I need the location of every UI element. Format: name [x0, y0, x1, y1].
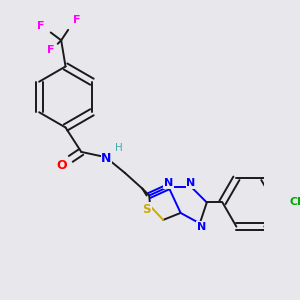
Text: N: N: [187, 178, 196, 188]
Text: N: N: [197, 222, 206, 232]
Text: N: N: [164, 178, 173, 188]
Text: F: F: [47, 45, 55, 55]
Text: S: S: [142, 203, 151, 216]
Text: F: F: [73, 15, 81, 25]
Text: H: H: [115, 143, 123, 153]
Text: N: N: [101, 152, 112, 164]
Text: O: O: [56, 159, 67, 172]
Text: Cl: Cl: [290, 197, 300, 208]
Text: F: F: [38, 20, 45, 31]
